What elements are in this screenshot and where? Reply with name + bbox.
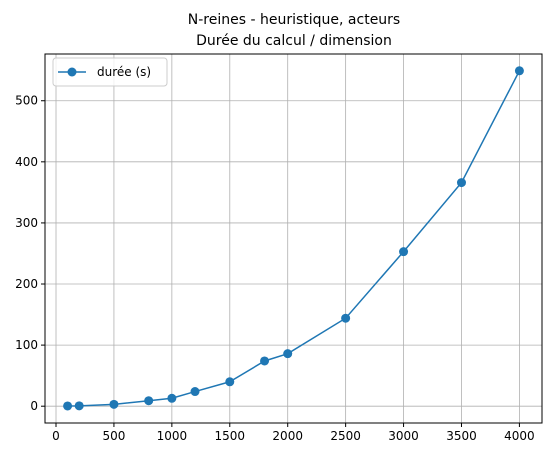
legend-marker-sample [67,67,77,77]
data-point-0-1 [74,401,84,411]
y-tick-label-3: 300 [15,216,38,230]
x-tick-label-7: 3500 [446,429,477,443]
legend-box [52,57,168,87]
x-tick-label-8: 4000 [504,429,535,443]
axes: 0 500 1000 1500 2000 2500 3000 3500 4000 0 100 200 3… [15,53,543,443]
data-point-0-10 [399,247,409,257]
data-point-0-0 [63,401,73,411]
x-tick-label-5: 2500 [330,429,361,443]
data-point-0-4 [167,393,177,403]
y-tick-label-2: 200 [15,277,38,291]
data-point-0-12 [514,66,524,76]
x-tick-label-1: 500 [102,429,125,443]
data-point-0-3 [144,396,154,406]
plot-frame [44,53,543,424]
x-tick-label-6: 3000 [388,429,419,443]
chart-title-line-1: N-reines - heuristique, acteurs [188,12,400,28]
chart-title: N-reines - heuristique, acteurs Durée du… [188,12,400,49]
x-tick-label-2: 1000 [157,429,188,443]
data-point-0-7 [260,356,270,366]
chart-title-line-2: Durée du calcul / dimension [196,33,392,49]
series-line-0 [67,70,521,407]
data-point-0-8 [283,349,293,359]
data-point-0-11 [456,178,466,188]
data-point-0-2 [109,399,119,409]
x-tick-label-0: 0 [52,429,60,443]
data-point-0-9 [341,313,351,323]
series-durée [63,66,524,411]
x-tick-label-3: 1500 [215,429,246,443]
grid-lines [45,54,542,423]
legend: durée (s) [52,57,168,87]
x-tick-label-4: 2000 [272,429,303,443]
y-tick-label-0: 0 [30,399,38,413]
y-tick-label-4: 400 [15,155,38,169]
y-tick-label-5: 500 [15,94,38,108]
data-point-0-5 [190,387,200,397]
y-tick-label-1: 100 [15,338,38,352]
legend-label: durée (s) [97,65,151,79]
data-point-0-6 [225,377,235,387]
